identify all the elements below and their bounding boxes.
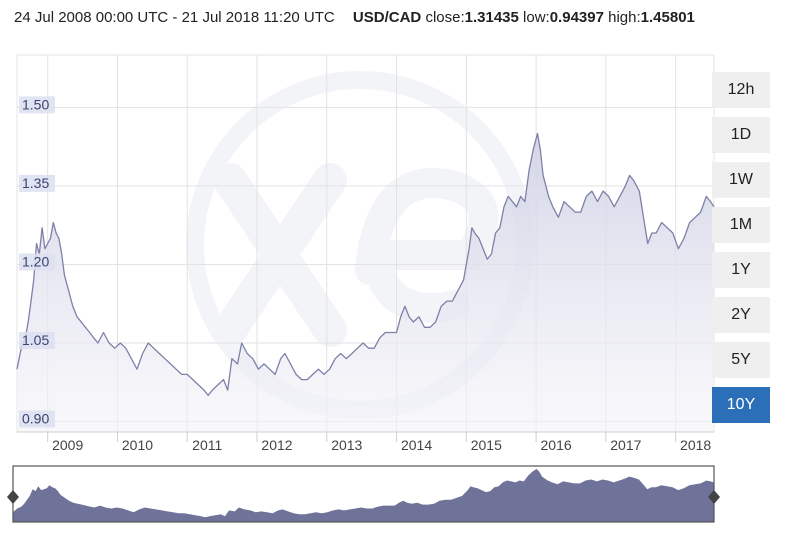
x-tick-label: 2013	[331, 437, 362, 453]
y-tick-label-bg	[19, 174, 55, 192]
x-tick-label: 2018	[680, 437, 711, 453]
x-tick-label: 2017	[610, 437, 641, 453]
series-line	[16, 132, 715, 396]
date-range: 24 Jul 2008 00:00 UTC - 21 Jul 2018 11:2…	[14, 9, 335, 26]
y-tick-label: 1.35	[22, 175, 49, 191]
y-tick-label-bg	[19, 253, 55, 271]
y-tick-label-bg	[19, 410, 55, 428]
y-tick-label: 1.50	[22, 96, 49, 112]
navigator-left-handle[interactable]	[7, 490, 19, 504]
x-tick-label: 2012	[261, 437, 292, 453]
x-tick-label: 2016	[541, 437, 572, 453]
range-button-1y[interactable]: 1Y	[712, 252, 770, 288]
chart-header: 24 Jul 2008 00:00 UTC - 21 Jul 2018 11:2…	[14, 9, 695, 26]
x-tick-label: 2014	[401, 437, 432, 453]
y-tick-label: 1.20	[22, 253, 49, 269]
y-tick-label: 0.90	[22, 411, 49, 427]
range-button-1d[interactable]: 1D	[712, 117, 770, 153]
currency-pair: USD/CAD	[352, 9, 422, 26]
y-tick-label: 1.05	[22, 332, 49, 348]
close-label: close:	[425, 9, 465, 26]
range-selector: 12h 1D 1W 1M 1Y 2Y 5Y 10Y	[712, 72, 770, 432]
x-tick-label: 2009	[52, 437, 83, 453]
x-tick-label: 2011	[192, 437, 222, 453]
series-area	[17, 133, 714, 432]
y-tick-label-bg	[19, 331, 55, 349]
y-tick-label-bg	[19, 96, 55, 114]
navigator-right-handle[interactable]	[708, 490, 720, 504]
range-button-12h[interactable]: 12h	[712, 72, 770, 108]
navigator-area	[13, 468, 714, 522]
range-button-1m[interactable]: 1M	[712, 207, 770, 243]
low-label: low:	[523, 9, 550, 26]
x-tick-label: 2015	[471, 437, 502, 453]
range-button-10y[interactable]: 10Y	[712, 387, 770, 423]
low-value: 0.94397	[549, 9, 604, 26]
range-button-5y[interactable]: 5Y	[712, 342, 770, 378]
x-tick-label: 2010	[122, 437, 153, 453]
high-label: high:	[608, 9, 641, 26]
range-button-1w[interactable]: 1W	[712, 162, 770, 198]
close-value: 1.31435	[464, 9, 519, 26]
high-value: 1.45801	[640, 9, 695, 26]
range-button-2y[interactable]: 2Y	[712, 297, 770, 333]
